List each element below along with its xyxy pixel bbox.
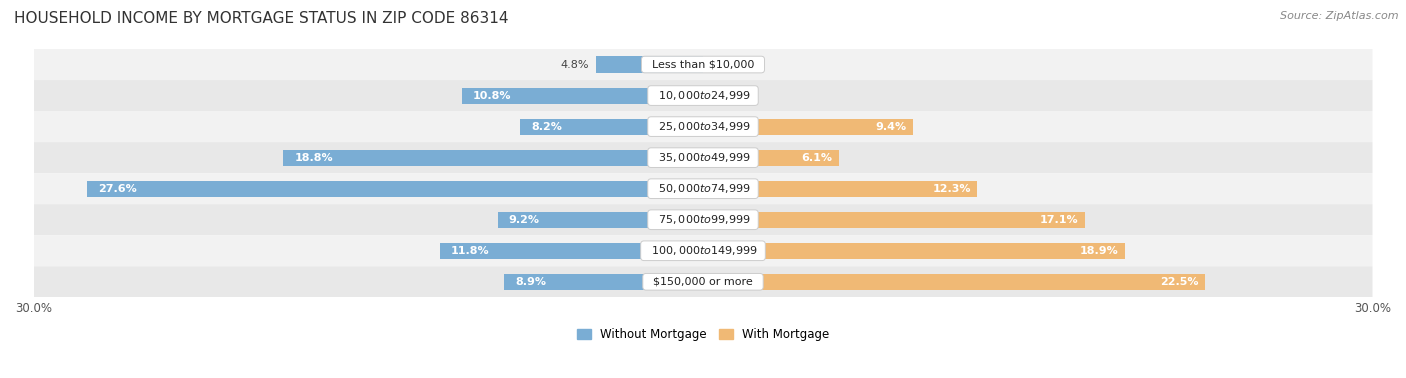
Bar xyxy=(703,243,1125,259)
Text: $100,000 to $149,999: $100,000 to $149,999 xyxy=(644,244,762,257)
Text: 0.51%: 0.51% xyxy=(721,91,756,101)
Bar xyxy=(703,150,839,166)
Text: $150,000 or more: $150,000 or more xyxy=(647,277,759,287)
Bar xyxy=(284,150,703,166)
Text: 18.9%: 18.9% xyxy=(1080,246,1118,256)
Text: HOUSEHOLD INCOME BY MORTGAGE STATUS IN ZIP CODE 86314: HOUSEHOLD INCOME BY MORTGAGE STATUS IN Z… xyxy=(14,11,509,26)
Bar xyxy=(505,274,703,290)
FancyBboxPatch shape xyxy=(34,142,1372,173)
Text: $10,000 to $24,999: $10,000 to $24,999 xyxy=(651,89,755,102)
Text: 11.8%: 11.8% xyxy=(451,246,489,256)
Bar xyxy=(87,181,703,197)
Text: $25,000 to $34,999: $25,000 to $34,999 xyxy=(651,120,755,133)
Text: 4.8%: 4.8% xyxy=(561,60,589,70)
FancyBboxPatch shape xyxy=(34,49,1372,80)
Text: 17.1%: 17.1% xyxy=(1039,215,1078,225)
Text: $35,000 to $49,999: $35,000 to $49,999 xyxy=(651,151,755,164)
Legend: Without Mortgage, With Mortgage: Without Mortgage, With Mortgage xyxy=(572,324,834,346)
Text: 9.2%: 9.2% xyxy=(509,215,540,225)
Bar xyxy=(596,56,703,73)
FancyBboxPatch shape xyxy=(34,173,1372,204)
Text: 0.0%: 0.0% xyxy=(710,60,738,70)
Text: 18.8%: 18.8% xyxy=(295,153,333,163)
Text: 8.2%: 8.2% xyxy=(531,122,562,132)
Text: $50,000 to $74,999: $50,000 to $74,999 xyxy=(651,182,755,195)
Text: 9.4%: 9.4% xyxy=(875,122,905,132)
Text: 8.9%: 8.9% xyxy=(516,277,547,287)
Text: 10.8%: 10.8% xyxy=(474,91,512,101)
Bar xyxy=(703,87,714,104)
Text: $75,000 to $99,999: $75,000 to $99,999 xyxy=(651,213,755,226)
Text: Source: ZipAtlas.com: Source: ZipAtlas.com xyxy=(1281,11,1399,21)
FancyBboxPatch shape xyxy=(34,80,1372,111)
FancyBboxPatch shape xyxy=(34,204,1372,235)
FancyBboxPatch shape xyxy=(34,235,1372,266)
Text: 22.5%: 22.5% xyxy=(1160,277,1198,287)
Bar xyxy=(703,181,977,197)
Bar xyxy=(498,212,703,228)
Bar xyxy=(440,243,703,259)
FancyBboxPatch shape xyxy=(34,266,1372,297)
Text: Less than $10,000: Less than $10,000 xyxy=(645,60,761,70)
Bar xyxy=(463,87,703,104)
Bar xyxy=(520,119,703,135)
Text: 12.3%: 12.3% xyxy=(932,184,970,194)
Bar xyxy=(703,274,1205,290)
Bar xyxy=(703,119,912,135)
Text: 27.6%: 27.6% xyxy=(98,184,136,194)
Bar xyxy=(703,212,1084,228)
Text: 6.1%: 6.1% xyxy=(801,153,832,163)
FancyBboxPatch shape xyxy=(34,111,1372,142)
